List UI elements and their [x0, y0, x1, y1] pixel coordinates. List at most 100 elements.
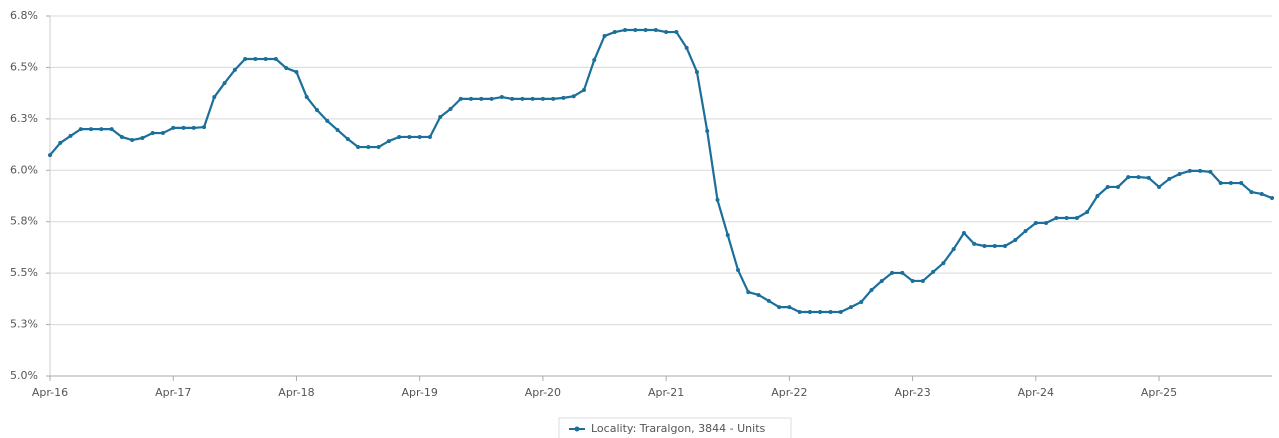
data-point [458, 96, 463, 101]
legend-label: Locality: Traralgon, 3844 - Units [591, 422, 766, 435]
data-point [417, 134, 422, 139]
legend-marker [574, 426, 580, 432]
data-point [78, 127, 83, 132]
data-point [777, 305, 782, 310]
data-point [1198, 168, 1203, 173]
data-point [356, 145, 361, 150]
data-point [202, 125, 207, 130]
data-point [99, 127, 104, 132]
data-point [1259, 191, 1264, 196]
data-point [263, 56, 268, 61]
data-point [643, 27, 648, 32]
data-point [1074, 216, 1079, 221]
data-point [181, 125, 186, 130]
data-point [1208, 169, 1213, 174]
x-tick-label: Apr-16 [32, 386, 68, 399]
data-point [828, 310, 833, 315]
data-point [469, 96, 474, 101]
data-point [1054, 216, 1059, 221]
data-point [705, 128, 710, 133]
data-point [1085, 210, 1090, 215]
legend-box [558, 417, 792, 438]
data-point [1013, 238, 1018, 243]
data-point [623, 27, 628, 32]
data-point [982, 243, 987, 248]
data-point [992, 243, 997, 248]
data-point [273, 56, 278, 61]
data-point [612, 30, 617, 35]
x-tick-label: Apr-20 [525, 386, 561, 399]
data-point [653, 27, 658, 32]
data-point [1239, 181, 1244, 186]
data-point [140, 135, 145, 140]
x-tick-label: Apr-22 [771, 386, 807, 399]
data-point [540, 96, 545, 101]
data-point [838, 310, 843, 315]
data-point [1218, 181, 1223, 186]
data-point [1228, 181, 1233, 186]
y-tick-label: 5.0% [10, 369, 38, 382]
data-point [304, 95, 309, 100]
data-point [602, 33, 607, 38]
data-point [325, 118, 330, 123]
data-point [890, 270, 895, 275]
data-point [725, 233, 730, 238]
data-point [89, 127, 94, 132]
data-point [900, 270, 905, 275]
data-point [818, 310, 823, 315]
data-point [807, 310, 812, 315]
data-point [797, 310, 802, 315]
data-point [386, 139, 391, 144]
data-point [1146, 175, 1151, 180]
data-point [581, 88, 586, 93]
data-point [479, 96, 484, 101]
data-point [243, 56, 248, 61]
data-point [1126, 175, 1131, 180]
x-tick-label: Apr-18 [278, 386, 314, 399]
data-point [58, 140, 63, 145]
data-point [160, 131, 165, 136]
data-point [520, 96, 525, 101]
data-point [284, 66, 289, 71]
data-point [1249, 190, 1254, 195]
y-tick-label: 5.5% [10, 266, 38, 279]
data-point [499, 95, 504, 100]
data-point [222, 81, 227, 86]
data-point [869, 288, 874, 293]
data-point [756, 292, 761, 297]
data-point [592, 58, 597, 63]
data-point [407, 134, 412, 139]
data-point [109, 127, 114, 132]
data-point [232, 67, 237, 72]
x-tick-label: Apr-19 [402, 386, 438, 399]
data-point [859, 299, 864, 304]
data-point [314, 108, 319, 113]
data-point [746, 290, 751, 295]
data-point [212, 95, 217, 100]
data-point [119, 134, 124, 139]
x-tick-label: Apr-25 [1141, 386, 1177, 399]
data-point [879, 278, 884, 283]
data-point [438, 115, 443, 120]
data-point [335, 127, 340, 132]
data-point [736, 268, 741, 273]
data-point [48, 153, 52, 158]
data-point [448, 106, 453, 111]
data-point [961, 231, 966, 236]
data-point [694, 69, 699, 74]
data-point [345, 137, 350, 142]
data-point [294, 69, 299, 74]
data-point [674, 30, 679, 35]
data-point [130, 138, 135, 143]
data-point [427, 134, 432, 139]
data-point [253, 56, 258, 61]
data-point [510, 96, 515, 101]
data-point [1167, 176, 1172, 181]
data-point [530, 96, 535, 101]
data-point [68, 133, 73, 138]
data-point [941, 261, 946, 266]
series-line [49, 28, 1273, 314]
data-point [931, 269, 936, 274]
data-point [1136, 175, 1141, 180]
data-point [633, 27, 638, 32]
